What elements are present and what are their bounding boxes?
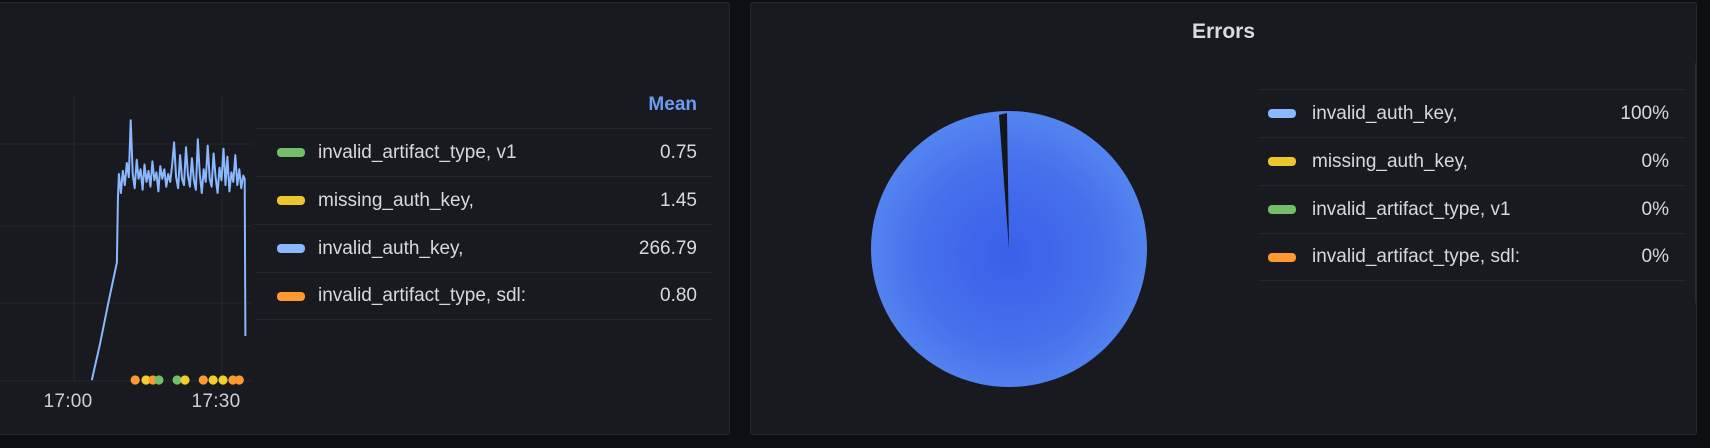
- legend-row[interactable]: invalid_auth_key, 100%: [1259, 89, 1686, 137]
- pie-zero-slices-notch: [999, 113, 1009, 249]
- series-color-swatch: [1268, 157, 1296, 166]
- pie-chart: [871, 111, 1147, 387]
- event-dot: [208, 375, 218, 385]
- legend-row[interactable]: invalid_artifact_type, sdl: 0.80: [255, 272, 713, 320]
- event-dot: [154, 375, 164, 385]
- legend-percent-value: 0%: [1641, 246, 1669, 267]
- event-dot: [228, 375, 238, 385]
- legend-scrollbar[interactable]: [1695, 63, 1696, 303]
- event-dot: [130, 375, 140, 385]
- legend-label: invalid_artifact_type, sdl:: [1312, 246, 1521, 267]
- legend-percent-value: 0%: [1641, 198, 1669, 220]
- series-color-swatch: [277, 196, 305, 205]
- panel-title[interactable]: Errors: [1191, 20, 1256, 43]
- x-axis-tick: 17:30: [191, 391, 241, 412]
- event-dot: [141, 375, 151, 385]
- series-color-swatch: [277, 244, 305, 253]
- legend-percent-value: 100%: [1620, 102, 1669, 124]
- legend-label: missing_auth_key,: [318, 189, 474, 211]
- series-layer: [90, 119, 247, 385]
- series-color-swatch: [277, 148, 305, 157]
- legend-label: invalid_auth_key,: [1312, 102, 1458, 124]
- series-color-swatch: [277, 291, 305, 301]
- timeseries-panel: 17:00 17:30 Mean invalid_artifact_type, …: [0, 2, 730, 435]
- legend-mean-value: 0.80: [660, 285, 697, 306]
- legend-row[interactable]: invalid_artifact_type, v1 0.75: [255, 128, 713, 176]
- event-dot: [198, 375, 208, 385]
- grid-lines: [0, 96, 252, 382]
- legend-label: invalid_artifact_type, sdl:: [318, 285, 527, 306]
- legend-row[interactable]: invalid_artifact_type, v1 0%: [1259, 185, 1686, 233]
- series-color-swatch: [1268, 252, 1296, 262]
- legend-row[interactable]: missing_auth_key, 1.45: [255, 176, 713, 224]
- legend-label: invalid_artifact_type, v1: [318, 141, 517, 163]
- errors-pie-panel: Errors invalid_auth_key, 100% missing_au…: [750, 2, 1697, 435]
- event-dot: [180, 375, 190, 385]
- legend-mean-value: 1.45: [660, 189, 697, 211]
- series-color-swatch: [1268, 205, 1296, 214]
- legend-mean-value: 0.75: [660, 141, 697, 163]
- series-color-swatch: [1268, 109, 1296, 118]
- legend-row[interactable]: missing_auth_key, 0%: [1259, 137, 1686, 185]
- timeseries-legend: Mean invalid_artifact_type, v1 0.75 miss…: [255, 81, 713, 320]
- legend-label: invalid_artifact_type, v1: [1312, 198, 1511, 220]
- event-dot: [234, 375, 244, 385]
- timeseries-svg: [0, 96, 252, 385]
- legend-row[interactable]: invalid_auth_key, 266.79: [255, 224, 713, 272]
- legend-label: invalid_auth_key,: [318, 237, 464, 259]
- event-dot: [172, 375, 182, 385]
- legend-mean-header: Mean: [648, 93, 697, 115]
- pie-legend: invalid_auth_key, 100% missing_auth_key,…: [1259, 89, 1686, 281]
- legend-row[interactable]: invalid_artifact_type, sdl: 0%: [1259, 233, 1686, 281]
- event-dot: [218, 375, 228, 385]
- x-axis-tick: 17:00: [43, 391, 93, 412]
- legend-mean-value: 266.79: [638, 237, 697, 259]
- legend-label: missing_auth_key,: [1312, 150, 1468, 172]
- legend-percent-value: 0%: [1641, 150, 1669, 172]
